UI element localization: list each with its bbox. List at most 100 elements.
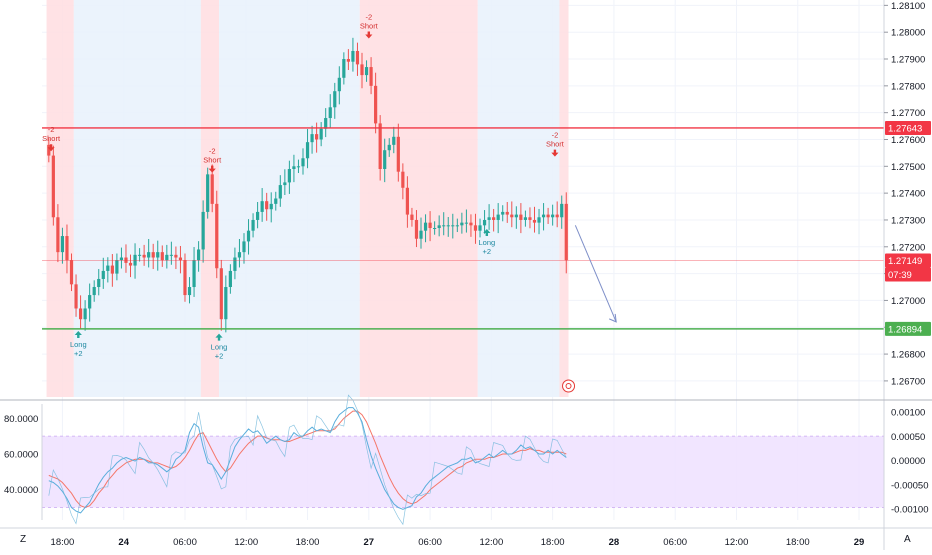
session-zone-short (46, 0, 74, 397)
time-tick-label: 28 (609, 537, 620, 548)
candle-body (183, 260, 187, 296)
time-tick-label: 18:00 (51, 537, 75, 548)
candle-body (464, 222, 469, 224)
candle-body (196, 249, 201, 261)
candle-body (74, 284, 78, 309)
signal-label: Short (360, 22, 379, 31)
auto-scale-button[interactable]: A (904, 534, 911, 545)
candle-body (496, 214, 500, 220)
candle-body (505, 211, 509, 215)
time-tick-label: 12:00 (234, 537, 258, 548)
candle-body (487, 217, 491, 220)
candle-body (460, 222, 464, 226)
candle-body (546, 214, 550, 218)
alert-badge-icon (562, 379, 576, 393)
candle-body (147, 252, 151, 258)
candle-body (455, 225, 459, 227)
session-zone-long (73, 0, 201, 397)
candle-body (97, 278, 101, 288)
candle-countdown-tag-bg (885, 267, 931, 282)
time-tick-label: 24 (118, 537, 129, 548)
signal-label: +2 (74, 349, 83, 358)
candle-body (374, 85, 378, 124)
candle-body (228, 270, 232, 288)
price-pane[interactable]: -2ShortLong+2-2ShortLong+2-2ShortLong+2-… (42, 0, 884, 520)
candle-body (224, 287, 228, 320)
price-level-tag: 1.27643 (888, 123, 922, 134)
signal-label: -2 (365, 13, 372, 22)
candle-body (519, 214, 523, 220)
candle-body (278, 185, 282, 199)
long-arrow-icon (483, 229, 491, 237)
candle-body (151, 252, 155, 258)
candle-body (265, 201, 269, 210)
signal-label: -2 (209, 147, 216, 156)
indicator-right-tick-label: 0.00100 (891, 408, 925, 419)
price-tick-label: 1.27300 (891, 215, 925, 226)
indicator-pane[interactable] (42, 394, 884, 526)
candle-body (206, 174, 210, 212)
candle-body (274, 198, 278, 204)
candle-body (101, 270, 105, 279)
time-tick-label: 18:00 (541, 537, 565, 548)
candle-body (560, 203, 564, 218)
candle-body (165, 254, 169, 261)
candle-body (387, 144, 391, 151)
price-tick-label: 1.27000 (891, 296, 925, 307)
candle-body (473, 225, 478, 231)
price-level-tag-bg (885, 321, 931, 336)
time-tick-label: 12:00 (725, 537, 749, 548)
time-tick-label: 29 (854, 537, 865, 548)
long-arrow-icon (215, 333, 223, 341)
candle-body (501, 211, 505, 215)
candle-body (541, 214, 546, 218)
session-zone-long (477, 0, 560, 397)
candle-body (405, 187, 409, 215)
last-price-tag-bg (885, 253, 931, 268)
price-level-tag: 1.26894 (888, 324, 922, 335)
candle-body (119, 257, 124, 261)
candle-body (423, 222, 428, 231)
candle-body (296, 166, 301, 168)
candle-body (414, 219, 419, 239)
candle-body (60, 236, 65, 253)
candle-body (378, 123, 382, 169)
candle-body (355, 50, 360, 65)
candle-body (305, 142, 310, 159)
indicator-line (48, 407, 567, 514)
price-tick-label: 1.27900 (891, 55, 925, 66)
signal-label: Short (203, 156, 222, 165)
signal-label: -2 (48, 125, 55, 134)
indicator-left-tick-label: 40.0000 (4, 485, 38, 496)
candle-body (219, 268, 223, 320)
candle-body (555, 214, 559, 218)
candle-body (237, 252, 242, 258)
candle-body (283, 182, 287, 186)
signal-label: Short (546, 140, 565, 149)
signal-label: Short (42, 134, 61, 143)
time-tick-label: 06:00 (418, 537, 442, 548)
oscillator-line (48, 394, 567, 526)
indicator-line (48, 410, 567, 509)
overbought-oversold-band (42, 436, 884, 508)
candle-body (269, 203, 273, 210)
candle-body (83, 308, 87, 320)
candle-body (333, 91, 337, 108)
candle-body (360, 64, 364, 76)
alert-badge-core (565, 383, 572, 389)
timezone-button[interactable]: Z (20, 534, 27, 545)
candle-body (351, 50, 355, 62)
time-tick-label: 18:00 (786, 537, 810, 548)
candle-body (523, 217, 528, 220)
candle-body (201, 211, 205, 250)
time-tick-label: 12:00 (479, 537, 503, 548)
indicator-right-tick-label: -0.00100 (891, 505, 929, 516)
candle-body (551, 214, 555, 218)
candle-body (537, 217, 541, 223)
price-tick-label: 1.27700 (891, 108, 925, 119)
candle-body (392, 136, 396, 145)
candle-body (178, 257, 183, 261)
candle-body (315, 134, 319, 140)
